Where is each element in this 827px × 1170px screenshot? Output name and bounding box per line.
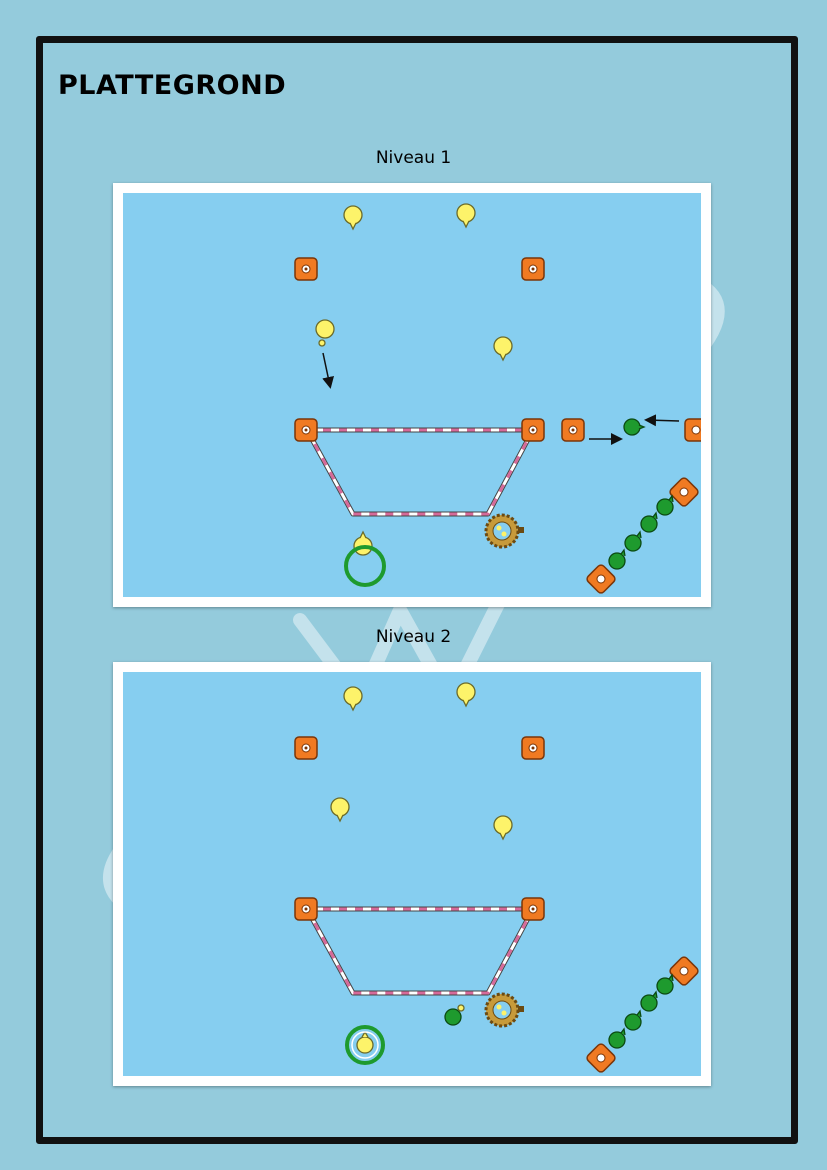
- cone-icon: [586, 1043, 616, 1073]
- player-icon: [493, 815, 513, 841]
- hoop-icon: [344, 545, 386, 587]
- arrow-icon: [322, 352, 335, 389]
- catcher-icon: [640, 511, 658, 533]
- catcher-icon: [656, 973, 674, 995]
- level-2-diagram: [294, 682, 699, 1073]
- catcher-icon: [444, 1004, 465, 1026]
- cone-icon: [521, 736, 545, 760]
- cone-icon: [521, 897, 545, 921]
- catcher-icon: [656, 494, 674, 516]
- level-2-panel: [113, 662, 711, 1086]
- player-icon: [343, 205, 363, 231]
- beam-icon: [304, 906, 536, 996]
- hoop-icon: [345, 1025, 385, 1065]
- cone-icon: [586, 564, 616, 594]
- level-1-diagram: [294, 203, 701, 594]
- level-1-title: Niveau 1: [375, 148, 452, 168]
- player-icon: [356, 1030, 374, 1054]
- cone-icon: [294, 736, 318, 760]
- cone-icon: [669, 477, 699, 507]
- player-icon: [493, 336, 513, 362]
- beam-icon: [304, 427, 536, 517]
- cone-icon: [521, 257, 545, 281]
- cone-icon: [669, 956, 699, 986]
- catcher-icon: [624, 530, 642, 552]
- cone-icon: [294, 897, 318, 921]
- cone-icon: [294, 418, 318, 442]
- cone-icon: [521, 418, 545, 442]
- player-icon: [343, 686, 363, 712]
- cone-icon: [294, 257, 318, 281]
- rope-coil-icon: [484, 992, 524, 1028]
- catcher-icon: [640, 990, 658, 1012]
- catcher-icon: [608, 1027, 626, 1049]
- page-title: PLATTEGROND: [58, 70, 287, 101]
- catcher-icon: [623, 418, 646, 436]
- player-icon: [456, 203, 476, 229]
- cone-icon: [561, 418, 585, 442]
- player-icon: [353, 530, 373, 556]
- level-1-panel: [113, 183, 711, 607]
- level-2-title: Niveau 2: [375, 627, 452, 647]
- catcher-icon: [624, 1009, 642, 1031]
- cone-icon: [684, 418, 701, 442]
- player-icon: [456, 682, 476, 708]
- rope-coil-icon: [484, 513, 524, 549]
- level-1-field: [123, 193, 701, 597]
- player-icon: [315, 319, 335, 347]
- arrow-icon: [644, 414, 680, 427]
- catcher-icon: [608, 548, 626, 570]
- level-2-field: [123, 672, 701, 1076]
- player-icon: [330, 797, 350, 823]
